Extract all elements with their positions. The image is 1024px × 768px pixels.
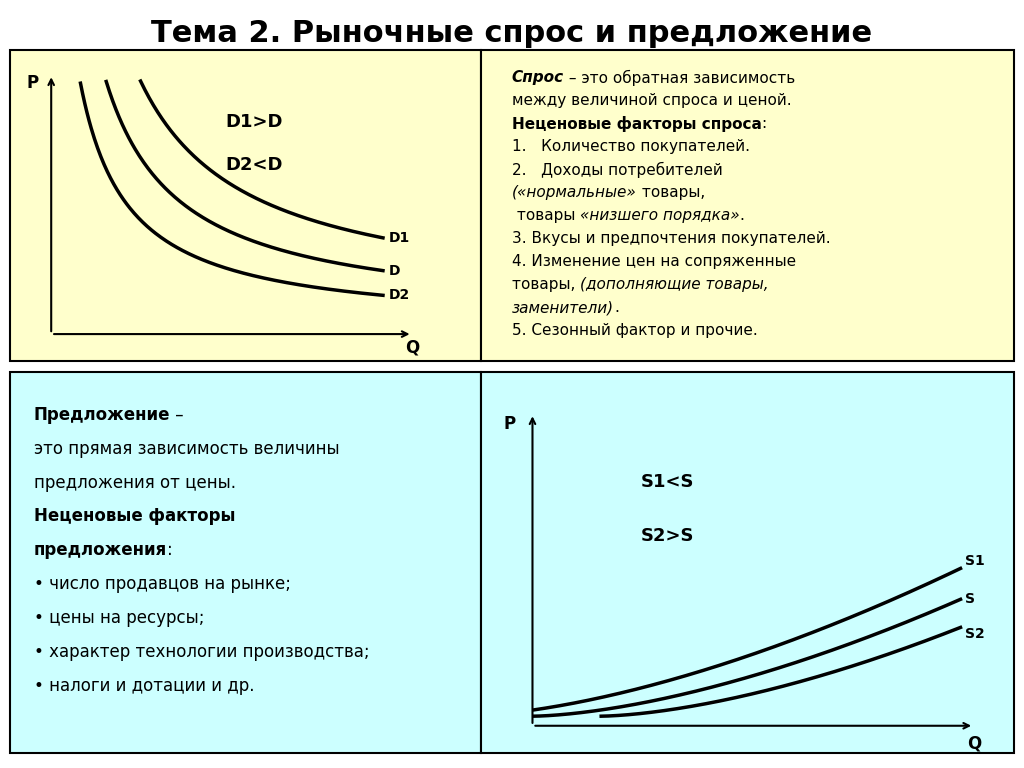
- Text: товары,: товары,: [512, 277, 581, 292]
- Text: («нормальные»: («нормальные»: [512, 185, 637, 200]
- Text: • налоги и дотации и др.: • налоги и дотации и др.: [34, 677, 255, 695]
- Text: 4. Изменение цен на сопряженные: 4. Изменение цен на сопряженные: [512, 254, 796, 269]
- Text: • цены на ресурсы;: • цены на ресурсы;: [34, 609, 205, 627]
- Text: P: P: [27, 74, 39, 91]
- Text: S1: S1: [965, 554, 985, 568]
- Text: Неценовые факторы спроса: Неценовые факторы спроса: [512, 116, 762, 131]
- Text: D: D: [388, 263, 400, 277]
- Text: S1<S: S1<S: [641, 473, 694, 491]
- Text: предложения: предложения: [34, 541, 167, 559]
- Text: P: P: [504, 415, 516, 433]
- Text: D1>D: D1>D: [225, 114, 283, 131]
- Text: D2: D2: [388, 288, 410, 303]
- Text: S2>S: S2>S: [641, 527, 694, 545]
- Text: :: :: [167, 541, 173, 559]
- Text: Q: Q: [406, 339, 420, 356]
- Text: – это обратная зависимость: – это обратная зависимость: [564, 70, 796, 86]
- Text: «низшего порядка»: «низшего порядка»: [581, 208, 739, 223]
- Text: 2.   Доходы потребителей: 2. Доходы потребителей: [512, 162, 723, 178]
- Text: заменители): заменители): [512, 300, 614, 315]
- Text: (дополняющие товары,: (дополняющие товары,: [581, 277, 769, 292]
- Text: S2: S2: [965, 627, 985, 641]
- Text: D2<D: D2<D: [225, 156, 283, 174]
- Text: 1.   Количество покупателей.: 1. Количество покупателей.: [512, 139, 750, 154]
- Text: 5. Сезонный фактор и прочие.: 5. Сезонный фактор и прочие.: [512, 323, 758, 338]
- Text: Предложение: Предложение: [34, 406, 171, 424]
- Text: 3. Вкусы и предпочтения покупателей.: 3. Вкусы и предпочтения покупателей.: [512, 231, 830, 246]
- Text: это прямая зависимость величины: это прямая зависимость величины: [34, 439, 340, 458]
- Text: Спрос: Спрос: [512, 70, 564, 84]
- Text: Тема 2. Рыночные спрос и предложение: Тема 2. Рыночные спрос и предложение: [152, 19, 872, 48]
- Text: • характер технологии производства;: • характер технологии производства;: [34, 643, 370, 661]
- Text: товары: товары: [512, 208, 581, 223]
- Text: Неценовые факторы: Неценовые факторы: [34, 508, 236, 525]
- Text: –: –: [171, 406, 184, 424]
- Text: предложения от цены.: предложения от цены.: [34, 474, 236, 492]
- Text: .: .: [739, 208, 744, 223]
- Text: D1: D1: [388, 231, 410, 245]
- Text: между величиной спроса и ценой.: между величиной спроса и ценой.: [512, 93, 792, 108]
- Text: товары,: товары,: [637, 185, 705, 200]
- Text: .: .: [614, 300, 618, 315]
- Text: Q: Q: [967, 734, 981, 752]
- Text: :: :: [762, 116, 767, 131]
- Text: • число продавцов на рынке;: • число продавцов на рынке;: [34, 575, 291, 594]
- Text: S: S: [965, 592, 975, 606]
